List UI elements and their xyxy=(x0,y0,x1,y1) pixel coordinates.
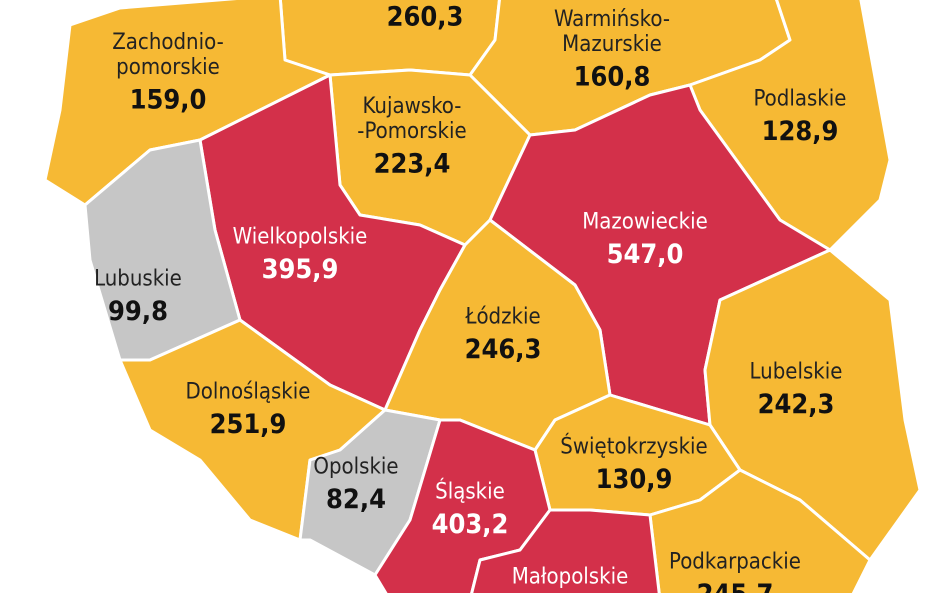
region-name: Mazurskie xyxy=(562,32,662,57)
region-label: Podkarpackie 245,7 xyxy=(669,550,801,593)
region-label: Wielkopolskie 395,9 xyxy=(233,225,368,286)
region-value: 395,9 xyxy=(262,254,339,285)
region-name: pomorskie xyxy=(116,55,220,80)
region-value: 160,8 xyxy=(574,62,651,93)
region-name: Śląskie xyxy=(435,479,505,505)
region xyxy=(648,468,872,593)
region-name: Wielkopolskie xyxy=(233,225,368,250)
region xyxy=(470,508,661,593)
region-name: Łódzkie xyxy=(464,305,540,330)
region-label: Mazowieckie 547,0 xyxy=(582,210,708,271)
region-value: 403,2 xyxy=(432,509,509,540)
region-value: 547,0 xyxy=(607,239,684,270)
region-name: Lubelskie xyxy=(750,360,843,385)
region-name: Lubuskie xyxy=(94,267,182,292)
region-label: Podlaskie 128,9 xyxy=(754,87,847,148)
region-label: Małopolskie xyxy=(512,565,629,590)
region-label: Kujawsko--Pomorskie 223,4 xyxy=(357,94,466,180)
region-label: Opolskie 82,4 xyxy=(313,455,398,516)
region-name: Podkarpackie xyxy=(669,550,801,575)
region-name: Opolskie xyxy=(313,455,398,480)
region-name: Mazowieckie xyxy=(582,210,708,235)
region-label: Warmińsko-Mazurskie 160,8 xyxy=(554,7,670,93)
region-label: Dolnośląskie 251,9 xyxy=(186,380,311,441)
region-value: 242,3 xyxy=(758,389,835,420)
region-name: Kujawsko- xyxy=(363,94,462,119)
region-name: Dolnośląskie xyxy=(186,380,311,405)
region-value: 130,9 xyxy=(596,464,673,495)
region-name: Podlaskie xyxy=(754,87,847,112)
region-label: Łódzkie 246,3 xyxy=(464,305,541,366)
region-label: Lubelskie 242,3 xyxy=(750,360,843,421)
region-value: 251,9 xyxy=(210,409,287,440)
region-label: Śląskie 403,2 xyxy=(432,479,509,541)
region-name: Zachodnio- xyxy=(112,30,224,55)
region-value: 99,8 xyxy=(108,296,168,327)
region-label: 260,3 xyxy=(387,2,464,33)
region-value: 159,0 xyxy=(130,85,207,116)
region-label: Zachodnio-pomorskie 159,0 xyxy=(112,30,224,116)
region-value: 260,3 xyxy=(387,2,464,33)
regions xyxy=(43,0,922,593)
region-value: 223,4 xyxy=(374,149,451,180)
region-label: Lubuskie 99,8 xyxy=(94,267,182,328)
region-value: 245,7 xyxy=(697,579,774,593)
region-name: Świętokrzyskie xyxy=(560,434,707,460)
region-name: -Pomorskie xyxy=(357,119,466,144)
region-value: 82,4 xyxy=(326,484,386,515)
region-value: 246,3 xyxy=(465,334,542,365)
region-name: Warmińsko- xyxy=(554,7,670,32)
labels: 260,3 Warmińsko-Mazurskie 160,8 Zachodnio-p… xyxy=(94,2,846,593)
region-label: Świętokrzyskie 130,9 xyxy=(560,434,707,496)
region-value: 128,9 xyxy=(762,116,839,147)
region-name: Małopolskie xyxy=(512,565,629,590)
